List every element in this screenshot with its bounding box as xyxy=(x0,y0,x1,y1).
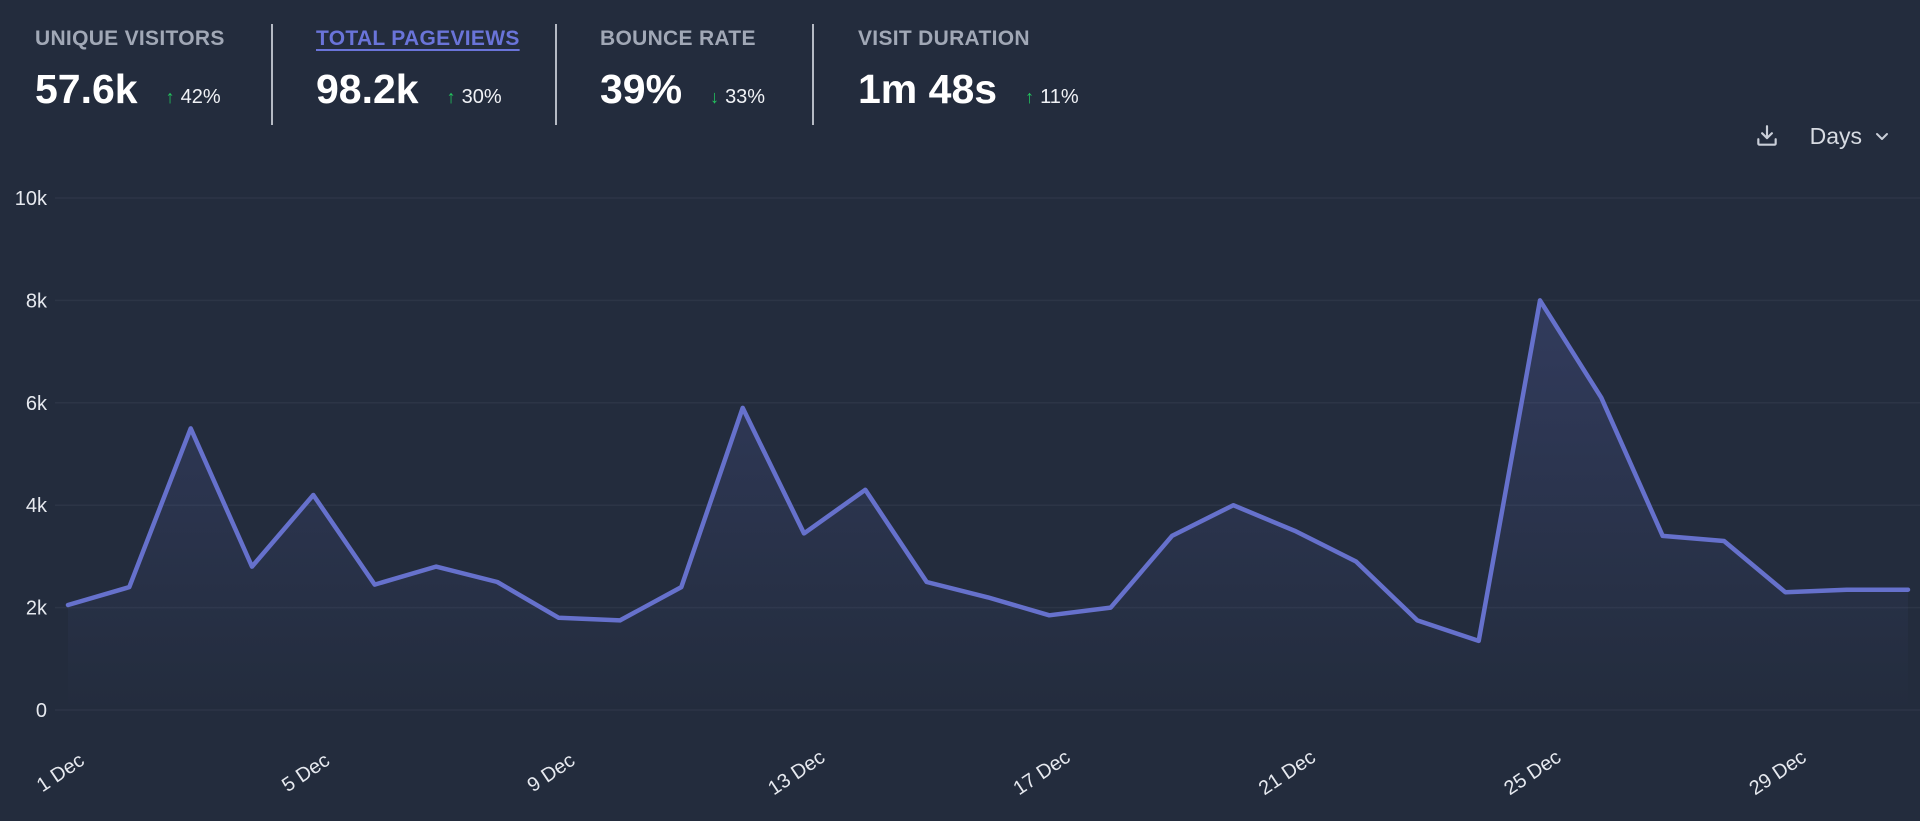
chart-controls: Days xyxy=(1750,116,1890,156)
stat-bounce-rate[interactable]: BOUNCE RATE 39% ↓ 33% xyxy=(600,26,765,126)
data-point[interactable] xyxy=(617,617,623,623)
arrow-down-icon: ↓ xyxy=(710,87,720,107)
stat-label: VISIT DURATION xyxy=(858,27,1030,50)
download-icon xyxy=(1756,125,1777,146)
stat-value: 57.6k xyxy=(35,66,138,112)
stat-unique-visitors[interactable]: UNIQUE VISITORS 57.6k ↑ 42% xyxy=(35,26,225,126)
data-point[interactable] xyxy=(1230,502,1236,508)
y-tick-label: 4k xyxy=(26,495,48,517)
data-point[interactable] xyxy=(556,615,562,621)
stat-visit-duration[interactable]: VISIT DURATION 1m 48s ↑ 11% xyxy=(858,26,1079,126)
chevron-down-icon xyxy=(1874,128,1890,144)
stat-label: UNIQUE VISITORS xyxy=(35,27,225,50)
data-point[interactable] xyxy=(1476,638,1482,644)
series-line-total-pageviews xyxy=(65,298,1911,644)
x-tick-label: 21 Dec xyxy=(1255,746,1320,800)
y-tick-label: 0 xyxy=(36,700,47,722)
y-tick-label: 2k xyxy=(26,598,48,620)
y-tick-label: 8k xyxy=(26,290,48,312)
data-point[interactable] xyxy=(188,425,194,431)
data-point[interactable] xyxy=(65,602,71,608)
y-tick-label: 6k xyxy=(26,393,48,415)
arrow-up-icon: ↑ xyxy=(446,87,456,107)
stat-change-value: 11% xyxy=(1040,86,1079,108)
stat-divider xyxy=(555,24,557,125)
top-stats: UNIQUE VISITORS 57.6k ↑ 42% TOTAL PAGEVI… xyxy=(0,0,1300,130)
stat-change: ↑ 30% xyxy=(447,86,502,109)
interval-label: Days xyxy=(1809,122,1862,149)
stat-change: ↑ 11% xyxy=(1025,86,1079,109)
data-point[interactable] xyxy=(740,405,746,411)
stat-change-value: 30% xyxy=(461,86,502,108)
data-point[interactable] xyxy=(126,584,132,590)
x-tick-label: 17 Dec xyxy=(1010,746,1075,800)
stat-value: 1m 48s xyxy=(858,66,998,112)
data-point[interactable] xyxy=(1905,587,1911,593)
arrow-up-icon: ↑ xyxy=(1025,87,1035,107)
x-tick-label: 13 Dec xyxy=(764,746,829,800)
data-point[interactable] xyxy=(1108,605,1114,611)
data-point[interactable] xyxy=(1169,533,1175,539)
data-point[interactable] xyxy=(433,564,439,570)
data-point[interactable] xyxy=(1414,617,1420,623)
data-point[interactable] xyxy=(1844,587,1850,593)
data-point[interactable] xyxy=(1721,538,1727,544)
data-point[interactable] xyxy=(249,564,255,570)
stat-change: ↑ 42% xyxy=(166,86,221,109)
stat-divider xyxy=(271,24,273,125)
x-tick-label: 9 Dec xyxy=(524,749,580,796)
data-point[interactable] xyxy=(1537,297,1543,303)
data-point[interactable] xyxy=(1353,559,1359,565)
data-point[interactable] xyxy=(494,579,500,585)
data-point[interactable] xyxy=(862,487,868,493)
stat-change: ↓ 33% xyxy=(710,86,765,109)
data-point[interactable] xyxy=(801,530,807,536)
data-point[interactable] xyxy=(678,584,684,590)
data-point[interactable] xyxy=(1046,612,1052,618)
data-point[interactable] xyxy=(924,579,930,585)
x-tick-label: 29 Dec xyxy=(1746,746,1811,800)
stat-change-value: 33% xyxy=(725,86,766,108)
data-point[interactable] xyxy=(985,594,991,600)
stat-change-value: 42% xyxy=(180,86,221,108)
x-tick-label: 25 Dec xyxy=(1500,746,1565,800)
stat-value: 39% xyxy=(600,66,683,112)
y-tick-label: 10k xyxy=(15,188,48,210)
line-chart-svg: 0 2k 4k 6k 8k 10k 1 Dec 5 Dec 9 Dec 13 Dec 17 Dec… xyxy=(15,188,1920,800)
x-tick-label: 1 Dec xyxy=(33,749,89,796)
download-button[interactable] xyxy=(1750,119,1784,153)
data-point[interactable] xyxy=(1660,533,1666,539)
data-point[interactable] xyxy=(1598,395,1604,401)
stat-value: 98.2k xyxy=(316,66,419,112)
data-point[interactable] xyxy=(310,492,316,498)
data-point[interactable] xyxy=(372,582,378,588)
series-area xyxy=(68,300,1908,710)
data-point[interactable] xyxy=(1292,528,1298,534)
x-tick-label: 5 Dec xyxy=(278,749,334,796)
stat-label: TOTAL PAGEVIEWS xyxy=(316,27,520,50)
stat-divider xyxy=(812,24,814,125)
stat-total-pageviews[interactable]: TOTAL PAGEVIEWS 98.2k ↑ 30% xyxy=(316,26,520,126)
stat-label: BOUNCE RATE xyxy=(600,27,756,50)
data-point[interactable] xyxy=(1782,589,1788,595)
interval-select[interactable]: Days xyxy=(1810,123,1890,150)
arrow-up-icon: ↑ xyxy=(165,87,175,107)
pageviews-chart[interactable]: 0 2k 4k 6k 8k 10k 1 Dec 5 Dec 9 Dec 13 Dec 17 Dec… xyxy=(0,160,1920,821)
